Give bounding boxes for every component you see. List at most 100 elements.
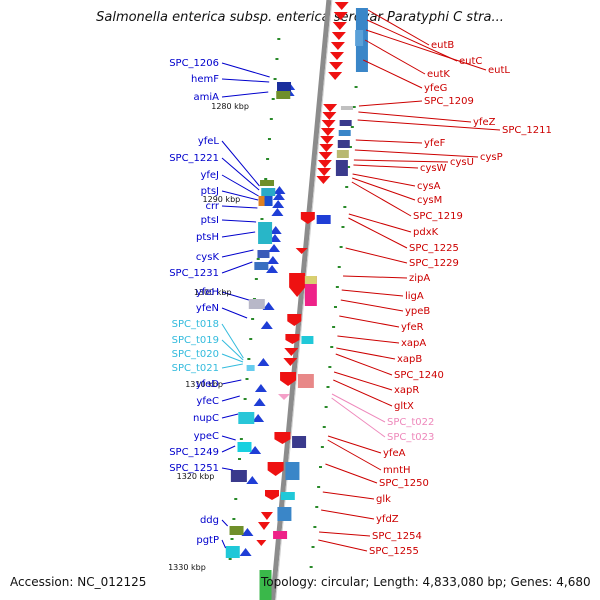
leader-line <box>354 149 479 158</box>
gene-label-right: ypeB <box>405 306 430 317</box>
gene-label-left: yfeC <box>196 396 219 407</box>
leader-line <box>364 39 426 75</box>
leader-line <box>221 174 259 197</box>
leader-line <box>341 289 404 297</box>
gene-label-right: xapB <box>397 354 422 365</box>
gene-label-right: SPC_1219 <box>413 211 463 222</box>
gene-arrow <box>321 120 336 128</box>
gene-box <box>338 130 351 136</box>
gene-label-right: xapR <box>394 385 419 396</box>
gene-box <box>337 140 350 148</box>
gene-label-right: cysA <box>417 181 441 192</box>
gene-arrow <box>283 358 298 366</box>
scale-tick <box>326 386 330 388</box>
gene-box <box>237 442 252 452</box>
gene-label-left: yfeJ <box>200 170 219 181</box>
scale-tick <box>348 146 352 148</box>
leader-line <box>358 111 472 123</box>
gene-arrow <box>252 414 265 422</box>
scale-label: 1290 kbp <box>203 195 241 204</box>
leader-line <box>366 19 458 62</box>
leader-line <box>221 231 256 238</box>
scale-label: 1320 kbp <box>177 472 215 481</box>
gene-label-left: ptsH <box>196 232 219 243</box>
gene-label-left: yfeH <box>196 287 219 298</box>
scale-tick <box>339 246 343 248</box>
gene-label-left: nupC <box>193 413 219 424</box>
leader-line <box>319 531 371 537</box>
gene-label-right: zipA <box>409 273 430 284</box>
leader-line <box>353 159 449 163</box>
gene-label-left: SPC_1249 <box>169 447 219 458</box>
gene-arrow <box>272 200 285 208</box>
gene-label-right: mntH <box>383 465 411 476</box>
leader-line <box>221 205 258 209</box>
gene-arrow <box>268 244 281 252</box>
gene-label-left: yfeL <box>198 136 220 147</box>
gene-arrow <box>277 394 290 400</box>
leader-line <box>321 509 375 520</box>
gene-box <box>340 106 353 110</box>
scale-tick <box>271 98 275 100</box>
gene-box <box>259 570 272 600</box>
leader-line <box>221 339 244 361</box>
scale-label: 1280 kbp <box>211 102 249 111</box>
gene-labels: 1280 kbp 1290 kbp 1300 kbp 1310 kbp 1320 kbp… <box>168 40 552 572</box>
gene-label-left: ypeC <box>194 431 219 442</box>
scale-tick <box>247 358 251 360</box>
leader-line <box>348 217 408 249</box>
gene-arrow <box>267 462 284 476</box>
gene-label-right: SPC_1250 <box>379 478 429 489</box>
gene-box <box>339 120 352 126</box>
gene-arrow <box>253 398 266 406</box>
gene-box <box>248 299 265 309</box>
leader-line <box>331 397 386 438</box>
gene-label-left: amiA <box>194 92 220 103</box>
gene-box <box>304 276 317 284</box>
leader-line <box>221 190 259 201</box>
gene-arrow <box>318 152 333 160</box>
leader-line <box>221 261 253 274</box>
gene-label-left: pgtP <box>196 535 219 546</box>
scale-tick <box>249 338 253 340</box>
leader-line <box>352 177 416 201</box>
gene-box <box>257 250 270 258</box>
gene-box <box>355 30 364 46</box>
scale-tick <box>266 158 270 160</box>
gene-arrow <box>274 432 291 444</box>
gene-label-left: SPC_1221 <box>169 153 219 164</box>
gene-label-left: hemF <box>191 74 219 85</box>
gene-arrow <box>262 302 275 310</box>
leader-line <box>221 539 227 549</box>
scale-tick <box>328 366 332 368</box>
gene-label-right: SPC_1240 <box>394 370 444 381</box>
scale-tick <box>275 58 279 60</box>
scale-tick <box>341 226 345 228</box>
gene-label-left: SPC_1251 <box>169 463 219 474</box>
gene-arrow <box>260 512 273 520</box>
scale-tick <box>313 526 317 528</box>
gene-box <box>276 91 291 99</box>
gene-label-left: yfeN <box>196 303 219 314</box>
scale-tick <box>350 126 354 128</box>
leader-line <box>318 539 368 552</box>
gene-label-right: ligA <box>405 291 424 302</box>
gene-box <box>230 470 247 482</box>
gene-box <box>277 82 292 92</box>
gene-box <box>335 160 348 176</box>
scale-tick <box>232 518 236 520</box>
gene-arrow <box>266 256 279 264</box>
gene-box <box>336 150 349 158</box>
scale-tick <box>256 258 260 260</box>
gene-label-left: SPC_t019 <box>172 335 219 346</box>
topology-text: Topology: circular; Length: 4,833,080 bp… <box>261 575 591 589</box>
scale-tick <box>315 506 319 508</box>
scale-tick <box>260 218 264 220</box>
gene-label-right: SPC_t023 <box>387 432 434 443</box>
leader-line <box>221 445 236 453</box>
gene-arrow <box>246 476 259 484</box>
gene-box <box>277 507 292 521</box>
scale-tick <box>254 278 258 280</box>
scale-tick <box>352 106 356 108</box>
leader-line <box>221 467 233 471</box>
